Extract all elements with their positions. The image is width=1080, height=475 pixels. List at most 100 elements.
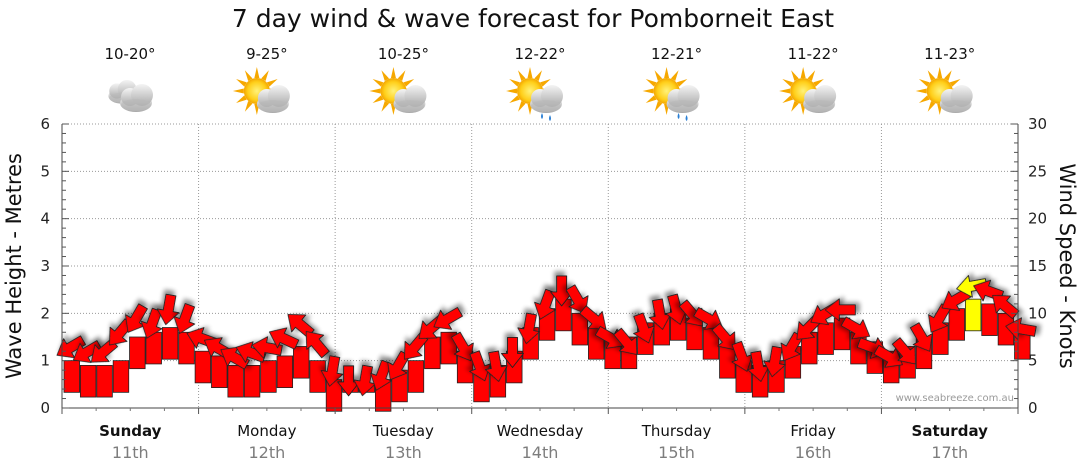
wind-arrow: [125, 303, 148, 333]
temperature-range: 11-22°: [788, 45, 839, 63]
sun-ray: [782, 79, 794, 87]
wind-arrow: [579, 305, 607, 330]
wind-arrow-shape: [613, 327, 638, 355]
sun-ray: [813, 79, 824, 87]
wind-arrow-shape: [891, 337, 916, 365]
sun-ray: [654, 70, 663, 81]
wind-speed-series: [56, 275, 1037, 397]
day-date: 16th: [795, 443, 832, 462]
right-tick-label: 5: [1028, 352, 1038, 370]
cloud-shape: [803, 85, 837, 113]
wind-arrow: [992, 295, 1020, 320]
cloud-part: [940, 100, 971, 112]
wind-arrow-shape: [140, 307, 163, 339]
wind-arrow: [731, 340, 754, 372]
wind-arrow-shape: [305, 331, 330, 359]
wind-arrow: [517, 312, 540, 345]
wind-arrow: [353, 364, 377, 397]
wind-arrow: [565, 284, 589, 314]
sun-ray: [807, 70, 816, 81]
wind-arrow-shape: [433, 307, 463, 330]
wind-arrow-shape: [251, 336, 283, 359]
cloud-part: [257, 100, 288, 112]
sun-ray: [800, 67, 806, 78]
wind-arrow: [891, 337, 916, 365]
wind-arrow-shape: [731, 340, 754, 372]
sun-ray: [645, 95, 657, 103]
sun-ray: [390, 67, 396, 78]
cloud-shape: [530, 85, 563, 113]
wind-arrow-shape: [873, 344, 903, 368]
wind-arrow-shape: [565, 284, 589, 314]
wave-bar: [178, 331, 195, 365]
sun-ray: [236, 95, 247, 103]
wind-arrow: [404, 332, 429, 360]
cloud-shape: [393, 85, 427, 113]
wind-arrow-shape: [125, 303, 148, 333]
rain-drop: [685, 115, 688, 121]
wind-arrow: [469, 350, 491, 382]
wind-arrow-shape: [501, 337, 524, 368]
sun-ray: [506, 88, 517, 94]
day-date: 11th: [112, 443, 149, 462]
sun-ray: [645, 79, 657, 87]
wave-bar: [440, 331, 457, 365]
sun-ray: [397, 70, 406, 81]
day-date: 17th: [931, 443, 968, 462]
wind-arrow: [1005, 317, 1037, 340]
sun-ray: [509, 95, 520, 103]
sun-ray: [918, 95, 930, 103]
sun-ray: [670, 70, 679, 81]
sun-ray: [664, 67, 670, 78]
cloud-shape: [120, 84, 153, 112]
sun-ray: [518, 101, 526, 112]
wind-arrow: [173, 303, 196, 334]
left-tick-label: 5: [40, 162, 50, 180]
wind-arrow: [648, 298, 672, 330]
wind-arrow: [269, 327, 300, 350]
left-tick-label: 6: [40, 115, 50, 133]
right-tick-label: 20: [1028, 210, 1047, 228]
wind-arrow: [501, 337, 524, 368]
temperature-range: 10-20°: [104, 45, 155, 63]
temperature-range: 12-22°: [514, 45, 565, 63]
day-name: Sunday: [99, 422, 162, 440]
cloud-part: [804, 100, 835, 112]
cloud-part: [394, 100, 425, 112]
wind-arrow: [873, 344, 903, 368]
wind-arrow-shape: [648, 298, 672, 330]
cloud-part: [667, 100, 698, 112]
sun-ray: [779, 88, 791, 94]
sun-ray: [244, 70, 253, 81]
wind-arrow-shape: [469, 350, 491, 382]
wave-bar: [79, 364, 97, 398]
left-tick-label: 0: [40, 399, 50, 417]
wind-arrow-shape: [404, 332, 429, 360]
wind-arrow-shape: [353, 364, 377, 397]
sun-ray: [949, 79, 961, 87]
wind-arrow-shape: [484, 350, 508, 382]
partly-cloudy-icon: [369, 67, 427, 115]
wind-arrow: [613, 327, 638, 355]
sun-ray: [381, 101, 390, 112]
sun-ray: [534, 70, 542, 81]
wind-arrow-shape: [956, 275, 988, 298]
sun-ray: [927, 70, 936, 81]
right-tick-label: 0: [1028, 399, 1038, 417]
wind-arrow-shape: [633, 312, 655, 344]
wind-arrow-shape: [824, 298, 856, 322]
temperature-range: 11-23°: [924, 45, 975, 63]
sun-ray: [527, 67, 533, 78]
cloud-shape: [256, 85, 290, 113]
wind-arrow: [824, 298, 856, 322]
wave-bar: [293, 346, 310, 379]
sun-ray: [372, 79, 384, 87]
sun-ray: [254, 67, 260, 78]
credit-text: www.seabreeze.com.au: [896, 393, 1014, 404]
wind-arrow-shape: [992, 295, 1020, 320]
sun-ray: [266, 79, 278, 87]
sun-ray: [518, 70, 526, 81]
wave-bar: [129, 336, 146, 370]
left-axis-title: Wave Height - Metres: [2, 153, 26, 379]
sun-ray: [791, 70, 799, 81]
